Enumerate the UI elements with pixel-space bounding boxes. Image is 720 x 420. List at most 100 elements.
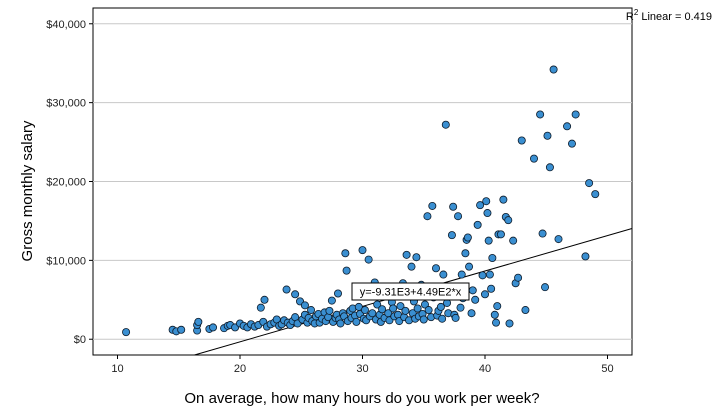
data-point [487,284,496,293]
data-point [461,249,470,258]
data-point [571,110,580,119]
data-point [541,283,550,292]
x-tick-label: 10 [111,363,123,375]
data-point [538,229,547,238]
data-point [428,201,437,210]
data-point [373,300,382,309]
data-point [465,262,474,271]
data-point [424,306,433,315]
y-tick-label: $30,000 [46,98,86,110]
data-point [493,302,502,311]
data-point [177,325,186,334]
gridlines [93,23,632,340]
data-point [473,220,482,229]
data-point [509,236,518,245]
data-point [563,122,572,131]
data-point [543,131,552,140]
data-point [530,154,539,163]
data-point [441,120,450,129]
y-tick-label: $40,000 [46,19,86,31]
data-point [585,179,594,188]
data-point [499,195,508,204]
data-point [545,163,554,172]
y-axis-ticks: $0 $10,000 $20,000 $30,000 $40,000 [46,19,93,346]
data-point [492,318,501,327]
data-point [282,285,291,294]
y-tick-label: $0 [74,334,86,346]
data-point [358,246,367,255]
data-point [396,302,405,311]
data-point [122,328,131,337]
fit-equation: y=-9.31E3+4.49E2*x [360,287,462,299]
data-point [517,136,526,145]
data-point [256,303,265,312]
x-axis-ticks: 10 20 30 40 50 [111,355,614,375]
data-point [194,317,203,326]
data-point [439,270,448,279]
data-point [407,262,416,271]
data-point [505,319,514,328]
data-point [368,309,377,318]
data-point [463,233,472,242]
data-point [423,212,432,221]
fit-equation-box: y=-9.31E3+4.49E2*x [351,282,470,301]
data-point [478,271,487,280]
data-point [447,231,456,240]
data-point [488,253,497,262]
data-point [454,212,463,221]
data-point [480,290,489,299]
data-point [431,264,440,273]
data-point [496,230,505,239]
x-axis-title: On average, how many hours do you work p… [184,390,539,407]
data-point [451,313,460,322]
data-point [402,250,411,259]
data-point [327,296,336,305]
data-point [352,317,361,326]
data-point [504,216,513,225]
data-point [467,309,476,318]
data-point [449,202,458,211]
data-point [476,201,485,210]
data-point [389,304,398,313]
data-point [438,314,447,323]
data-point [485,270,494,279]
data-point [325,306,334,315]
x-tick-label: 30 [356,363,368,375]
data-point [436,302,445,311]
data-point [456,303,465,312]
data-point [209,323,218,332]
data-point [468,286,477,295]
data-point [260,295,269,304]
data-point [307,306,316,315]
data-point [412,253,421,262]
data-point [554,235,563,244]
data-point [341,249,350,258]
data-point [342,266,351,275]
data-point [490,310,499,319]
data-point [420,300,429,309]
y-axis-title: Gross monthly salary [19,120,36,261]
data-point [591,190,600,199]
data-point [413,304,422,313]
x-tick-label: 40 [479,363,491,375]
data-point [457,270,466,279]
data-point [536,110,545,119]
data-point [300,301,309,310]
data-point [471,295,480,304]
data-point [484,236,493,245]
data-point [364,255,373,264]
data-point [483,209,492,218]
data-point [549,65,558,74]
data-point [514,273,523,282]
y-tick-label: $20,000 [46,177,86,189]
data-point [336,319,345,328]
r2-label: R2 Linear = 0.419 [626,8,712,23]
data-point [521,306,530,315]
data-point [360,306,369,315]
data-point [378,305,387,314]
y-tick-label: $10,000 [46,255,86,267]
data-point [333,289,342,298]
data-point [567,139,576,148]
data-point [419,315,428,324]
